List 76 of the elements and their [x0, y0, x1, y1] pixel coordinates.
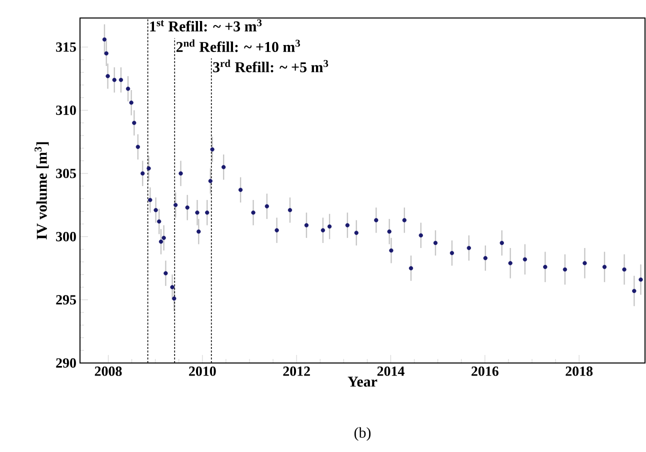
y-tick-label: 290: [56, 358, 76, 368]
point: [112, 78, 116, 82]
point: [102, 37, 107, 42]
x-tick-label: 2008: [94, 366, 122, 376]
point: [170, 285, 174, 290]
point: [450, 250, 454, 256]
x-tick-label: 2014: [377, 366, 404, 376]
point: [238, 188, 243, 192]
point: [164, 271, 168, 276]
x-tick-label: 2018: [566, 366, 593, 376]
point: [132, 120, 136, 125]
point: [288, 208, 292, 212]
ref-line-label: 1$^{st}$ Refill: ~ +3 m$^{3}$: [150, 19, 262, 32]
y-tick-label: 310: [56, 106, 76, 115]
point: [118, 78, 124, 82]
point: [622, 267, 626, 272]
point: [327, 224, 332, 229]
point: [222, 165, 226, 170]
point: [408, 266, 414, 270]
point: [389, 248, 394, 253]
point: [345, 223, 350, 228]
y-tick-label: 295: [56, 295, 76, 304]
point: [126, 86, 130, 91]
point: [157, 219, 162, 224]
point: [304, 223, 309, 228]
point: [632, 288, 636, 294]
point: [264, 204, 270, 208]
point: [195, 210, 200, 215]
point: [433, 240, 438, 246]
point: [196, 229, 201, 234]
point: [483, 256, 488, 260]
point: [374, 218, 378, 222]
point: [178, 171, 183, 176]
point: [205, 210, 210, 215]
point: [251, 210, 256, 215]
point: [602, 264, 607, 270]
point: [543, 264, 548, 270]
y-tick-label: 315: [56, 42, 76, 52]
point: [158, 240, 164, 244]
point: [562, 267, 568, 272]
point: [154, 208, 158, 212]
y-tick-label: 300: [56, 232, 76, 242]
point: [146, 166, 151, 170]
point: [354, 230, 358, 235]
ref-line-label: 2$^{nd}$ Refill: ~ +10 m$^{3}$: [176, 39, 300, 52]
point: [140, 171, 145, 176]
x-tick-label: 2016: [472, 366, 498, 376]
point: [582, 261, 587, 266]
ref-line-label: 3$^{rd}$ Refill: ~ +5 m$^{3}$: [213, 60, 328, 72]
point: [208, 178, 213, 184]
point: [402, 218, 406, 222]
point: [418, 233, 423, 238]
point: [274, 228, 279, 232]
point: [500, 240, 504, 246]
point: [173, 202, 178, 208]
point: [162, 236, 166, 240]
point: [320, 228, 326, 232]
y-tick-label: 305: [56, 168, 76, 178]
point: [104, 51, 108, 56]
point: [172, 296, 176, 301]
point: [466, 246, 472, 250]
point: [508, 261, 512, 266]
x-tick-label: 2010: [189, 366, 216, 376]
point: [185, 205, 190, 210]
point: [387, 229, 392, 234]
text: (b): [354, 427, 371, 441]
point: [638, 278, 643, 282]
point: [136, 144, 140, 149]
point: [210, 147, 214, 152]
point: [148, 198, 152, 202]
point: [129, 100, 134, 105]
point: [106, 74, 110, 78]
y-axis-title: IV volume [m$^{3}$]: [34, 142, 49, 240]
x-tick-label: 2012: [283, 366, 310, 376]
point: [522, 257, 528, 262]
x-axis-title: Year: [348, 376, 378, 387]
